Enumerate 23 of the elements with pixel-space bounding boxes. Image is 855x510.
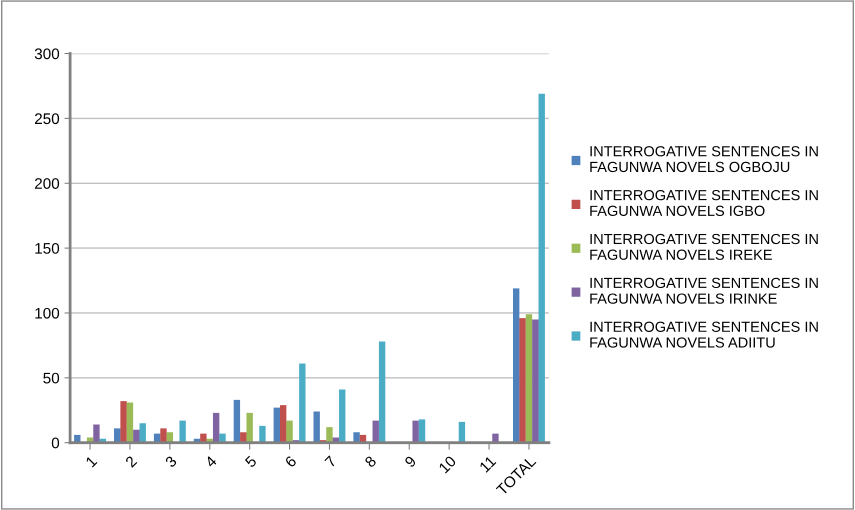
- y-tick-label: 300: [34, 48, 60, 60]
- legend-label: INTERROGATIVE SENTENCES IN FAGUNWA NOVELS OGBOJU: [590, 146, 818, 172]
- legend-label: INTERROGATIVE SENTENCES IN FAGUNWA NOVELS IGBO: [590, 190, 818, 216]
- y-tick-label: 200: [34, 178, 60, 189]
- y-tick-label: 50: [43, 372, 60, 384]
- legend-label: INTERROGATIVE SENTENCES IN FAGUNWA NOVELS IRINKE: [590, 278, 818, 304]
- x-tick-label: 8: [364, 455, 377, 468]
- x-tick-label: 5: [244, 455, 258, 468]
- x-tick-label: 1: [85, 455, 98, 468]
- y-tick-label: 250: [34, 113, 60, 124]
- x-tick-label: 4: [204, 455, 218, 468]
- y-tick-label: 150: [35, 242, 60, 254]
- legend-label: INTERROGATIVE SENTENCES IN FAGUNWA NOVELS ADIITU: [590, 322, 818, 348]
- x-tick-label: 9: [404, 455, 417, 468]
- x-tick-label: 10: [438, 455, 457, 474]
- x-tick-label: 6: [284, 455, 298, 468]
- x-tick-label: 11: [479, 455, 496, 473]
- x-tick-label: 3: [164, 455, 178, 468]
- legend-label: INTERROGATIVE SENTENCES IN FAGUNWA NOVELS IREKE: [590, 234, 818, 260]
- y-tick-label: 0: [52, 438, 60, 448]
- x-tick-label: 7: [324, 455, 337, 468]
- x-tick-label: 2: [124, 455, 138, 468]
- y-tick-label: 100: [35, 308, 60, 319]
